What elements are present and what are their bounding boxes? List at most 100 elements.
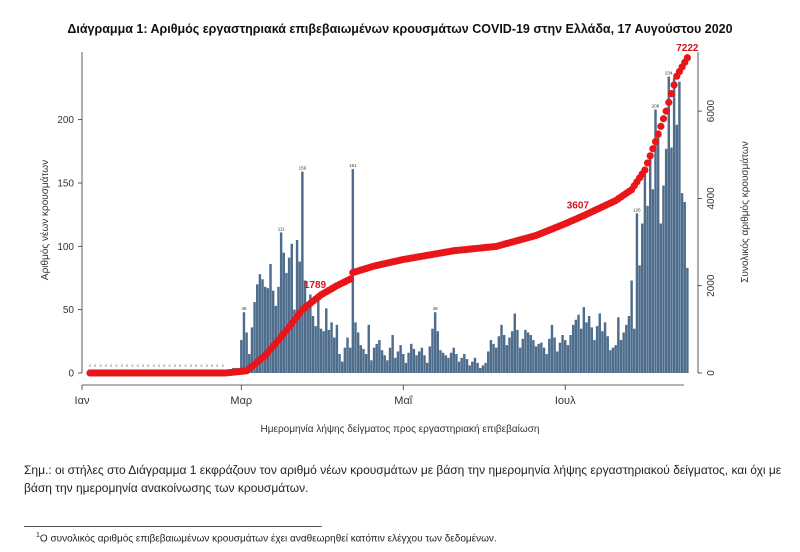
bar	[343, 347, 347, 373]
bar	[362, 348, 365, 373]
chart-title: Διάγραμμα 1: Αριθμός εργαστηριακά επιβεβ…	[67, 22, 733, 36]
bar	[566, 345, 570, 373]
bar	[359, 345, 363, 373]
y-right-tick-label: 2000	[706, 274, 717, 297]
cumulative-point	[659, 115, 668, 123]
bar	[532, 340, 535, 373]
bar	[256, 284, 259, 373]
bar	[680, 193, 684, 373]
cumulative-point	[643, 159, 652, 167]
bar	[571, 324, 575, 373]
bar	[625, 324, 628, 373]
bar	[529, 335, 532, 373]
bar	[463, 354, 466, 373]
y-right-axis-title: Συνολικός αριθμός κρουσμάτων	[739, 141, 751, 283]
bar	[683, 202, 686, 373]
bar	[641, 223, 644, 373]
bar-value-label: 48	[241, 306, 247, 311]
bar	[545, 354, 548, 373]
bar-zero-label: 0	[179, 364, 181, 368]
bar	[614, 345, 617, 373]
cumulative-point	[662, 107, 670, 115]
bar	[340, 361, 344, 373]
bar	[447, 357, 450, 373]
bar	[375, 343, 378, 373]
bar	[635, 213, 639, 373]
bar	[441, 352, 445, 373]
bar	[279, 232, 283, 373]
bar	[609, 350, 612, 373]
bar-zero-label: 0	[110, 364, 112, 368]
bar	[582, 307, 586, 373]
bar	[593, 340, 596, 373]
x-axis-title: Ημερομηνία λήψης δείγματος προς εργαστηρ…	[261, 423, 540, 435]
cumulative-point	[683, 54, 691, 62]
bar	[431, 328, 434, 373]
bar-zero-label: 0	[126, 364, 128, 368]
bar	[269, 264, 272, 373]
bar-zero-label: 0	[158, 364, 160, 368]
bar	[521, 338, 524, 373]
bar	[537, 343, 540, 373]
bar	[410, 343, 413, 373]
cumulative-point	[651, 138, 660, 146]
bar-zero-label: 0	[105, 364, 107, 368]
bar	[404, 362, 408, 373]
bar	[402, 354, 405, 373]
bar	[407, 352, 410, 373]
bar	[686, 267, 689, 373]
bar	[436, 331, 440, 373]
bar	[601, 331, 604, 373]
bar	[356, 332, 360, 373]
bar	[319, 328, 323, 373]
bar-zero-label: 0	[94, 364, 96, 368]
bar	[508, 337, 511, 373]
cumulative-point	[657, 122, 665, 130]
bar-zero-label: 0	[137, 364, 139, 368]
bar-zero-label: 0	[174, 364, 176, 368]
bar	[595, 326, 599, 373]
bar-zero-label: 0	[131, 364, 133, 368]
cumulative-point	[649, 145, 657, 153]
bar	[391, 335, 394, 373]
bar	[481, 365, 485, 373]
bar	[465, 359, 469, 373]
bar	[444, 355, 447, 373]
bar	[526, 332, 530, 373]
bar-zero-label: 0	[163, 364, 165, 368]
bar	[253, 302, 256, 373]
bar	[513, 313, 517, 373]
bar	[378, 340, 381, 373]
bar	[287, 257, 291, 373]
bar	[314, 326, 317, 373]
bar	[643, 174, 647, 373]
bar	[627, 316, 631, 373]
bar	[561, 335, 564, 373]
bar	[364, 354, 368, 373]
bar	[579, 328, 583, 373]
bar	[619, 340, 623, 373]
bar	[476, 362, 479, 373]
cumulative-point	[667, 90, 676, 98]
x-tick-label: Μαρ	[230, 395, 252, 407]
bar	[293, 309, 296, 373]
bar	[282, 252, 286, 373]
bar	[386, 360, 389, 373]
bar	[497, 336, 501, 373]
bar	[558, 342, 562, 373]
bar	[585, 322, 588, 373]
bar	[311, 316, 315, 373]
footnote-rule	[24, 526, 322, 527]
bar	[670, 147, 673, 373]
bar	[667, 76, 671, 373]
bar	[678, 81, 681, 374]
bar	[460, 357, 463, 373]
bar	[564, 340, 567, 373]
cumulative-point	[641, 166, 649, 174]
bar	[473, 357, 477, 373]
bar	[468, 365, 471, 373]
footnote-text: Ο συνολικός αριθμός επιβεβαιωμένων κρουσ…	[39, 533, 497, 545]
bar	[487, 351, 490, 373]
bar	[569, 335, 572, 373]
bar	[622, 332, 625, 373]
